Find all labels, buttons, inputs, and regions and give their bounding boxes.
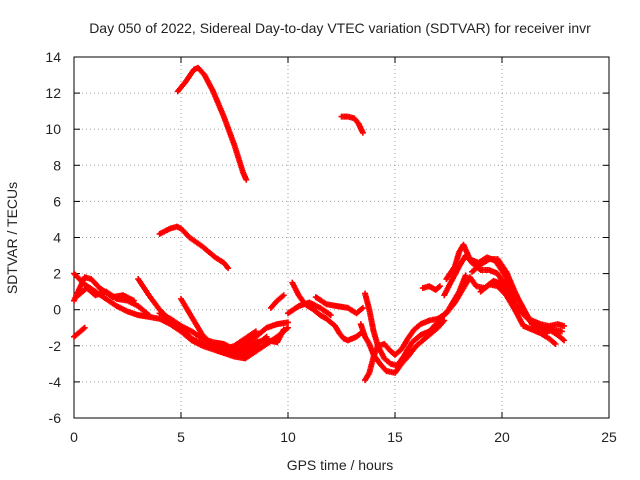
data-point [243,176,250,183]
series-arc-17 [357,317,448,376]
data-point [280,292,287,299]
series-arc-15 [285,299,334,319]
y-tick-label: 6 [53,193,61,209]
data-point [252,328,259,335]
data-point [145,312,152,319]
data-point [327,312,334,319]
y-tick-label: 0 [53,302,61,318]
y-axis-label: SDTVAR / TECUs [4,182,20,294]
series-arc-19 [362,274,565,384]
series-arc-11 [231,319,291,357]
series-arc-12 [242,326,287,351]
data-point [435,284,442,291]
data-point [552,340,559,347]
data-point [462,272,469,279]
data-point [225,265,232,272]
y-tick-label: 8 [53,157,61,173]
series-arc-13 [267,292,287,311]
plot-frame [73,56,610,419]
data-point [285,324,291,331]
data-point [558,328,565,335]
data-point [359,129,366,136]
y-tick-label: 14 [45,49,61,65]
x-tick-label: 15 [387,429,403,445]
grid-lines [74,57,609,418]
y-tick-label: 4 [53,230,61,246]
x-tick-labels: 0 5 10 15 20 25 [70,429,617,445]
y-tick-labels: -6 -4 -2 0 2 4 6 8 10 12 14 [45,49,61,426]
data-point [359,304,366,311]
data-point [436,283,443,290]
y-tick-label: 10 [45,121,61,137]
data-point [280,326,287,333]
series-arc-24 [477,281,559,347]
y-tick-label: 2 [53,266,61,282]
series-arc-1 [174,64,250,183]
x-tick-label: 25 [601,429,617,445]
data-point [285,319,291,326]
data-point [561,337,568,344]
x-tick-label: 0 [70,429,78,445]
data-point [561,322,568,329]
data-series [71,64,568,384]
x-tick-label: 10 [280,429,296,445]
data-point [80,325,87,332]
x-tick-label: 20 [494,429,510,445]
series-arc-16 [312,294,366,317]
series-arc-7 [75,285,152,319]
x-axis-label: GPS time / hours [287,457,394,473]
series-arc-3 [156,223,232,272]
y-tick-label: 12 [45,85,61,101]
series-arc-4 [71,324,88,340]
series-arc-20 [419,283,443,293]
y-tick-label: -2 [49,338,62,354]
y-tick-label: -4 [49,374,62,390]
chart-title: Day 050 of 2022, Sidereal Day-to-day VTE… [89,20,591,36]
series-arc-23 [469,256,568,344]
y-tick-label: -6 [49,410,62,426]
data-point [81,324,88,331]
x-tick-label: 5 [177,429,185,445]
series-arc-2 [338,113,366,136]
